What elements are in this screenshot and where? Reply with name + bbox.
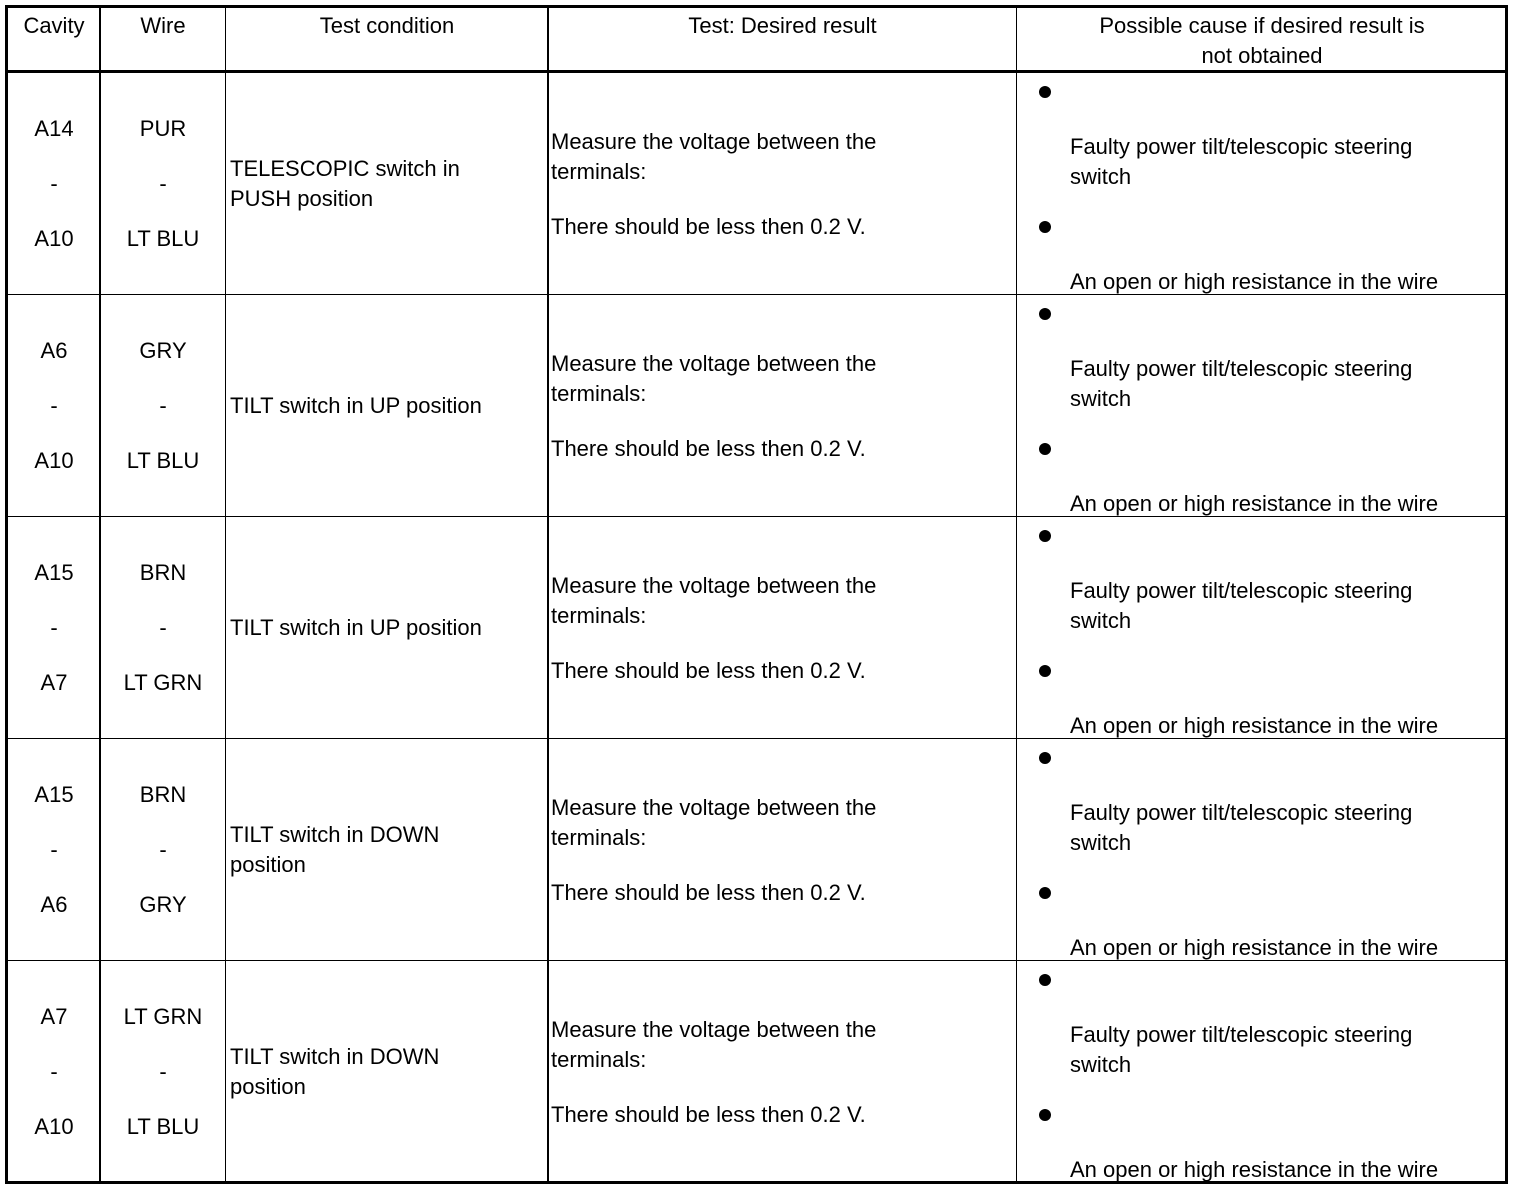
possible-cause: switch xyxy=(1070,608,1132,633)
desired-result: terminals: xyxy=(551,1047,647,1072)
possible-cause: Faulty power tilt/telescopic steering xyxy=(1070,578,1413,603)
wire-to: LT GRN xyxy=(123,670,203,695)
wire-from: LT GRN xyxy=(123,1004,203,1029)
cavity-to: A6 xyxy=(40,892,68,917)
wire-from: BRN xyxy=(139,560,187,585)
table-border-top xyxy=(5,5,1508,8)
possible-cause: An open or high resistance in the wire xyxy=(1070,269,1439,294)
possible-cause: An open or high resistance in the wire xyxy=(1070,935,1439,960)
test-condition: TILT switch in UP position xyxy=(230,393,482,418)
cavity-from: A15 xyxy=(34,782,74,807)
row-divider xyxy=(5,960,1508,961)
possible-cause: switch xyxy=(1070,386,1132,411)
cavity-separator: - xyxy=(50,393,58,418)
cavity-to: A10 xyxy=(34,226,74,251)
header-desired-result: Test: Desired result xyxy=(688,13,877,38)
cavity-from: A6 xyxy=(40,338,68,363)
wire-to: LT BLU xyxy=(126,448,200,473)
test-condition: position xyxy=(230,1074,306,1099)
wire-separator: - xyxy=(159,615,167,640)
bullet-icon xyxy=(1039,887,1051,899)
wire-to: LT BLU xyxy=(126,226,200,251)
cavity-separator: - xyxy=(50,1059,58,1084)
bullet-icon xyxy=(1039,665,1051,677)
cavity-to: A10 xyxy=(34,1114,74,1139)
table-border-right xyxy=(1505,5,1508,1184)
wire-separator: - xyxy=(159,1059,167,1084)
header-wire: Wire xyxy=(140,13,186,38)
wire-from: GRY xyxy=(139,338,187,363)
bullet-icon xyxy=(1039,530,1051,542)
cavity-from: A7 xyxy=(40,1004,68,1029)
bullet-icon xyxy=(1039,1109,1051,1121)
cavity-to: A7 xyxy=(40,670,68,695)
cavity-from: A15 xyxy=(34,560,74,585)
test-condition: position xyxy=(230,852,306,877)
wire-to: GRY xyxy=(139,892,187,917)
desired-result-value: There should be less then 0.2 V. xyxy=(551,436,866,461)
cavity-from: A14 xyxy=(34,116,74,141)
possible-cause: An open or high resistance in the wire xyxy=(1070,1157,1439,1182)
bullet-icon xyxy=(1039,221,1051,233)
bullet-icon xyxy=(1039,308,1051,320)
bullet-icon xyxy=(1039,86,1051,98)
test-condition: TILT switch in DOWN xyxy=(230,822,440,847)
wire-to: LT BLU xyxy=(126,1114,200,1139)
possible-cause: An open or high resistance in the wire xyxy=(1070,713,1439,738)
header-possible-cause: Possible cause if desired result is xyxy=(1099,13,1425,38)
header-test-condition: Test condition xyxy=(319,13,455,38)
possible-cause: switch xyxy=(1070,1052,1132,1077)
header-cavity: Cavity xyxy=(23,13,85,38)
possible-cause: switch xyxy=(1070,164,1132,189)
desired-result: terminals: xyxy=(551,159,647,184)
row-divider xyxy=(5,738,1508,739)
possible-cause: An open or high resistance in the wire xyxy=(1070,491,1439,516)
test-condition: TILT switch in UP position xyxy=(230,615,482,640)
bullet-icon xyxy=(1039,752,1051,764)
wire-separator: - xyxy=(159,393,167,418)
desired-result: terminals: xyxy=(551,603,647,628)
desired-result-value: There should be less then 0.2 V. xyxy=(551,214,866,239)
header-possible-cause-line2: not obtained xyxy=(1201,43,1323,68)
wire-separator: - xyxy=(159,837,167,862)
row-divider xyxy=(5,516,1508,517)
wire-from: PUR xyxy=(139,116,187,141)
cavity-separator: - xyxy=(50,615,58,640)
desired-result: Measure the voltage between the xyxy=(551,351,877,376)
desired-result: terminals: xyxy=(551,825,647,850)
bullet-icon xyxy=(1039,974,1051,986)
column-divider xyxy=(99,5,101,1184)
table-border-bottom xyxy=(5,1181,1508,1184)
possible-cause: switch xyxy=(1070,830,1132,855)
bullet-icon xyxy=(1039,443,1051,455)
wire-from: BRN xyxy=(139,782,187,807)
test-condition: TILT switch in DOWN xyxy=(230,1044,440,1069)
possible-cause: Faulty power tilt/telescopic steering xyxy=(1070,800,1413,825)
desired-result: Measure the voltage between the xyxy=(551,573,877,598)
possible-cause: Faulty power tilt/telescopic steering xyxy=(1070,1022,1413,1047)
desired-result: Measure the voltage between the xyxy=(551,795,877,820)
column-divider xyxy=(1016,5,1017,1184)
desired-result-value: There should be less then 0.2 V. xyxy=(551,658,866,683)
header-divider xyxy=(5,70,1508,73)
desired-result: Measure the voltage between the xyxy=(551,1017,877,1042)
desired-result: terminals: xyxy=(551,381,647,406)
test-condition: TELESCOPIC switch in xyxy=(230,156,460,181)
cavity-separator: - xyxy=(50,171,58,196)
cavity-to: A10 xyxy=(34,448,74,473)
wire-separator: - xyxy=(159,171,167,196)
table-border-left xyxy=(5,5,8,1184)
test-condition: PUSH position xyxy=(230,186,374,211)
row-divider xyxy=(5,294,1508,295)
column-divider xyxy=(225,5,226,1184)
possible-cause: Faulty power tilt/telescopic steering xyxy=(1070,134,1413,159)
desired-result-value: There should be less then 0.2 V. xyxy=(551,1102,866,1127)
column-divider xyxy=(547,5,549,1184)
cavity-separator: - xyxy=(50,837,58,862)
possible-cause: Faulty power tilt/telescopic steering xyxy=(1070,356,1413,381)
desired-result: Measure the voltage between the xyxy=(551,129,877,154)
desired-result-value: There should be less then 0.2 V. xyxy=(551,880,866,905)
